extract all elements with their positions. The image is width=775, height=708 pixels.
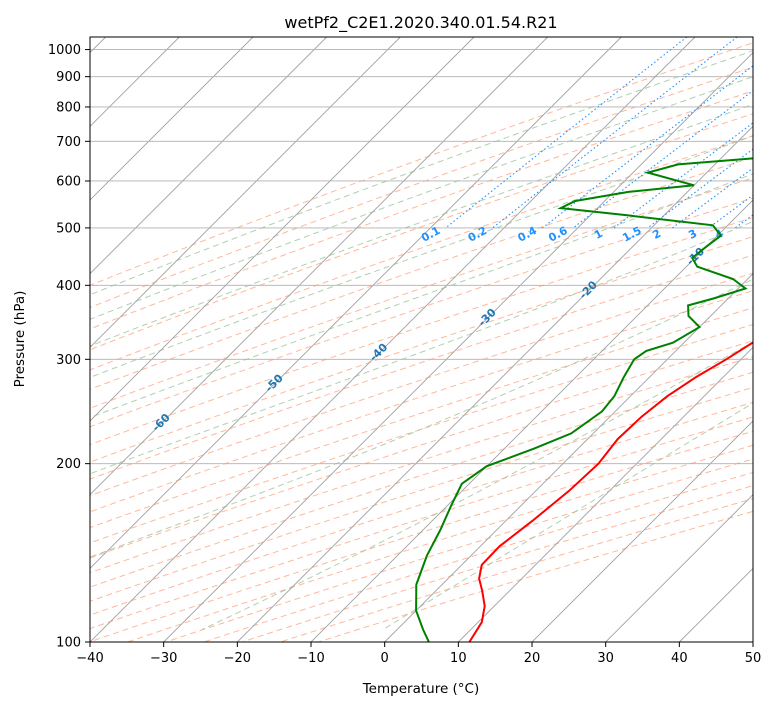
y-tick-label: 1000: [48, 43, 81, 58]
dry-adiabat-label: -50: [263, 371, 286, 394]
x-tick-label: 20: [524, 651, 541, 666]
dry-adiabat: [90, 323, 753, 544]
mixing-ratio-line: [708, 194, 753, 229]
dry-adiabat: [90, 416, 753, 630]
y-axis-label: Pressure (hPa): [12, 291, 28, 388]
isotherm: [90, 37, 696, 642]
isotherm: [679, 567, 753, 642]
dry-adiabat: [90, 307, 753, 529]
mixing-ratio-line: [492, 37, 738, 229]
x-tick-label: 10: [450, 651, 467, 666]
isotherm: [458, 346, 753, 642]
dry-adiabat: [280, 498, 753, 642]
x-tick-label: 0: [381, 651, 389, 666]
dry-adiabat-label: -60: [149, 411, 172, 434]
mixing-ratio-line: [445, 37, 688, 229]
dry-adiabat-label: -70: [20, 467, 43, 490]
dry-adiabat: [90, 197, 753, 428]
profiles: [415, 157, 753, 642]
dry-adiabat: [90, 356, 753, 574]
isotherm: [310, 199, 753, 642]
y-tick-label: 900: [56, 70, 81, 85]
mixing-ratio-label: 3: [686, 227, 699, 242]
dry-adiabat: [90, 401, 753, 616]
background-lines: [90, 37, 753, 642]
dry-adiabat: [318, 510, 753, 642]
dry-adiabat: [90, 66, 753, 309]
mixing-ratio-label: 0.4: [516, 224, 540, 245]
y-tick-label: 100: [56, 636, 81, 651]
mixing-ratio-line: [672, 167, 753, 229]
dry-adiabat: [90, 272, 753, 497]
x-axis-label: Temperature (°C): [362, 681, 480, 697]
x-tick-label: −10: [297, 651, 324, 666]
mixing-ratio-label: 0.2: [466, 224, 489, 245]
plot-frame: [89, 36, 754, 643]
y-axis: 100 200 300 400 500 600 700 800 900 1000: [48, 43, 90, 651]
dry-adiabat: [90, 371, 753, 588]
mixing-ratio-label: 2: [650, 227, 663, 242]
mixing-ratio-line: [613, 122, 753, 229]
dry-adiabat: [241, 485, 753, 642]
x-tick-label: 50: [745, 651, 762, 666]
moist-adiabat: [90, 103, 753, 347]
x-tick-label: −20: [224, 651, 251, 666]
isotherm: [90, 37, 254, 201]
y-tick-label: 200: [56, 457, 81, 472]
isotherm: [752, 641, 753, 642]
dry-adiabat: [90, 42, 753, 286]
isotherm: [163, 52, 753, 642]
y-tick-label: 700: [56, 135, 81, 150]
mixing-ratio-line: [542, 65, 753, 229]
dry-adiabat: [90, 236, 753, 463]
y-tick-label: 500: [56, 221, 81, 236]
moist-adiabat: [90, 76, 753, 320]
isotherm: [531, 420, 753, 642]
isotherm: [237, 125, 753, 642]
isotherm: [384, 273, 753, 642]
mixing-ratio-label: 1.5: [620, 224, 643, 245]
dry-adiabat: [90, 290, 753, 513]
dry-adiabat: [90, 340, 753, 559]
dry-adiabat: [90, 254, 753, 480]
isotherm: [90, 37, 327, 275]
moist-adiabat: [90, 173, 753, 419]
temperature-profile: [468, 341, 753, 642]
isotherm: [90, 37, 401, 348]
y-tick-label: 800: [56, 100, 81, 115]
mixing-ratio-label: 0.6: [546, 224, 570, 245]
x-tick-label: 30: [597, 651, 614, 666]
dry-adiabat: [165, 458, 753, 642]
y-tick-label: 300: [56, 353, 81, 368]
x-tick-label: −40: [76, 651, 103, 666]
dry-adiabat: [90, 177, 753, 409]
dry-adiabat: [90, 135, 753, 371]
mixing-ratio-line: [734, 214, 753, 229]
y-tick-label: 400: [56, 279, 81, 294]
moist-adiabat: [90, 135, 753, 378]
isotherm: [90, 37, 548, 496]
dry-adiabat: [90, 90, 753, 330]
moist-adiabat: [90, 50, 753, 296]
dry-adiabat: [90, 156, 753, 390]
x-tick-label: 40: [671, 651, 688, 666]
mixing-ratio-label: 1: [592, 227, 605, 242]
moist-adiabat: [90, 278, 753, 558]
y-tick-label: 600: [56, 174, 81, 189]
isotherm: [90, 37, 622, 569]
chart-title: wetPf2_C2E1.2020.340.01.54.R21: [284, 13, 557, 33]
dry-adiabat-label: -20: [577, 278, 600, 301]
x-axis: −40 −30 −20 −10 0 10 20 30 40 50: [76, 642, 761, 666]
mixing-ratio-line: [572, 90, 753, 229]
dry-adiabat: [90, 217, 753, 446]
x-tick-label: −30: [150, 651, 177, 666]
isotherm: [90, 37, 475, 422]
isotherm: [605, 494, 753, 642]
moist-adiabat: [90, 220, 753, 475]
dry-adiabat: [90, 113, 753, 351]
dry-adiabat: [90, 386, 753, 602]
dewpoint-profile: [415, 157, 753, 642]
dry-adiabat-label: -30: [476, 306, 499, 329]
